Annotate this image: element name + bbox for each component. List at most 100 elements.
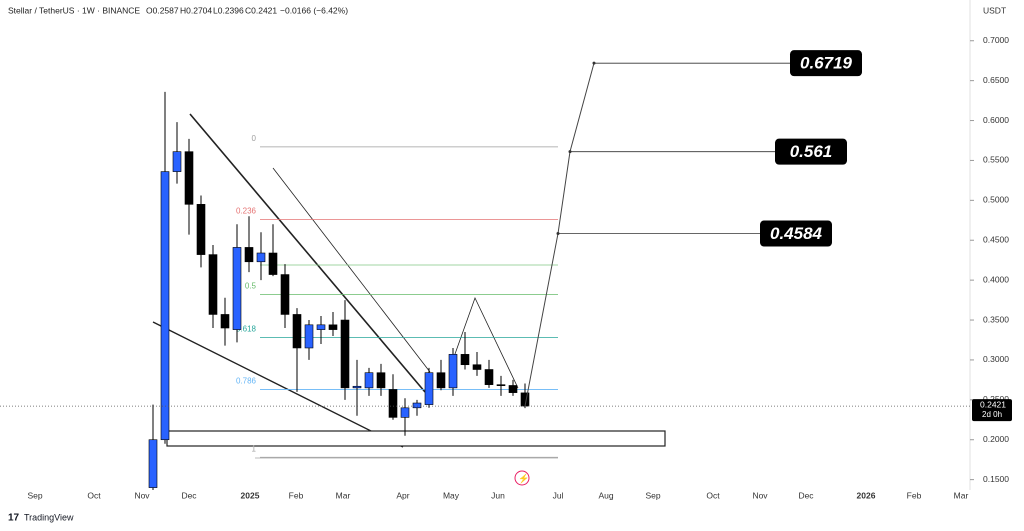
candle-body [328,324,338,330]
y-tick-label: 0.3500 [983,314,1009,324]
x-tick-label: Dec [798,490,814,500]
x-tick-label: Sep [27,490,42,500]
candle-body [484,369,494,385]
target-label: 0.4584 [770,224,823,243]
candle-body [388,389,398,418]
candle-body [256,252,266,263]
fib-label: 0 [252,134,257,143]
ohlc-close: C0.2421 [245,5,277,15]
y-tick-label: 0.1500 [983,474,1009,484]
candle-body [496,384,506,386]
target-point [568,150,572,154]
brand: TradingView [24,512,74,522]
candle-body [412,402,422,409]
candle-body [316,324,326,330]
candle-body [340,319,350,389]
x-tick-label: 2026 [857,490,876,500]
wedge-top [189,113,426,393]
x-tick-label: Sep [645,490,660,500]
y-tick-label: 0.6000 [983,115,1009,125]
drawings [152,113,666,459]
candle-body [376,372,386,389]
x-tick-label: Apr [396,490,409,500]
x-tick-label: Feb [289,490,304,500]
x-tick-label: Dec [181,490,197,500]
candle-body [148,439,158,488]
candle-body [424,372,434,405]
fib-label: 0.786 [236,377,257,386]
wedge-bottom [152,321,404,448]
target-box [790,50,862,77]
price-tag [972,399,1012,422]
candles [148,91,530,490]
candle-body [184,151,194,205]
candle-body [472,364,482,370]
y-tick-label: 0.5000 [983,195,1009,205]
x-tick-label: Jun [491,490,505,500]
target-point [592,61,596,65]
candle-body [160,171,170,441]
price-tag-label: 0.2421 [980,399,1006,409]
currency: USDT [983,5,1006,15]
countdown: 2d 0h [982,410,1002,419]
candle-body [220,314,230,329]
event-icon-glyph: ⚡ [518,472,529,484]
candle-body [172,151,182,172]
fib-label: 1 [252,444,257,453]
candle-body [244,247,254,263]
candle-body [232,247,242,330]
candle-body [352,385,362,389]
y-tick-label: 0.2500 [983,394,1009,404]
x-tick-label: Mar [336,490,351,500]
y-tick-label: 0.2000 [983,434,1009,444]
target-label: 0.561 [790,142,833,161]
channel-line [272,167,431,373]
x-tick-label: Jul [553,490,564,500]
x-tick-label: May [443,490,460,500]
x-tick-label: Oct [706,490,720,500]
ohlc-open: O0.2587 [146,5,179,15]
fib-label: 0.236 [236,207,257,216]
change: −0.0166 (−6.42%) [280,5,348,15]
ohlc-low: L0.2396 [213,5,244,15]
candle-body [280,274,290,315]
target-label: 0.6719 [800,54,853,73]
projection [524,63,595,407]
y-tick-label: 0.4500 [983,234,1009,244]
event-icon [514,470,530,486]
y-tick-label: 0.5500 [983,155,1009,165]
y-tick-label: 0.4000 [983,274,1009,284]
y-tick-label: 0.6500 [983,75,1009,85]
y-tick-label: 0.7000 [983,35,1009,45]
target-box [775,138,847,165]
candle-body [448,354,458,389]
candle-body [208,254,218,315]
target-point [556,232,560,236]
candle-body [436,372,446,389]
candle-body [196,204,206,255]
fib-label: 0.5 [245,282,257,291]
x-tick-label: 2025 [241,490,260,500]
candle-body [268,252,278,275]
symbol-title: Stellar / TetherUS · 1W · BINANCE [8,5,140,15]
support-zone [166,430,666,447]
target-box [760,220,832,247]
x-tick-label: Oct [87,490,101,500]
candle-body [364,372,374,389]
ohlc-high: H0.2704 [180,5,212,15]
y-tick-label: 0.3000 [983,354,1009,364]
x-tick-label: Nov [134,490,150,500]
logo-mark: 17 [8,513,20,524]
x-tick-label: Mar [954,490,969,500]
candle-body [400,407,410,418]
zigzag [449,296,519,389]
x-tick-label: Feb [907,490,922,500]
candle-body [508,385,518,393]
candle-body [460,354,470,366]
candle-body [304,324,314,349]
candle-body [292,314,302,349]
x-tick-label: Nov [752,490,768,500]
fib-label: 0.618 [236,325,257,334]
x-tick-label: Aug [598,490,613,500]
